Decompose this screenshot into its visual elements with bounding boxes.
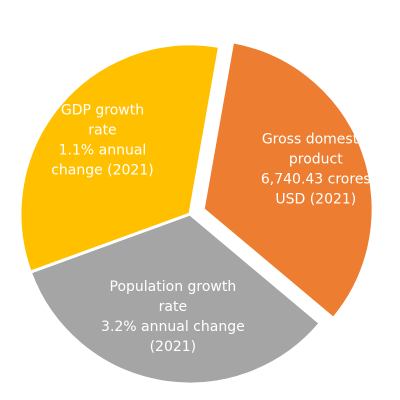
pie-slice-label-line: product: [289, 151, 343, 167]
pie-slice-label-line: rate: [159, 299, 187, 315]
pie-slice-label-line: 3.2% annual change: [101, 319, 245, 335]
pie-slice-gdp-growth-rate: [18, 42, 222, 275]
pie-slice-label-line: GDP growth: [61, 103, 144, 119]
pie-slice-label-line: change (2021): [51, 163, 154, 179]
pie-slice-population-growth-rate: [28, 212, 323, 386]
pie-slice-label-line: (2021): [150, 339, 197, 355]
pie-slice-label-line: 6,740.43 crores: [261, 171, 371, 187]
pie-slice-label-line: rate: [88, 123, 116, 139]
pie-slice-label-line: Gross domestic: [262, 131, 370, 147]
pie-slice-gross-domestic-product: [201, 40, 375, 321]
pie-slice-label-line: USD (2021): [275, 191, 356, 207]
pie-labels: Gross domestic product 6,740.43 crores USD …: [51, 103, 371, 355]
pie-slice-label-line: 1.1% annual: [59, 143, 147, 159]
pie-slices: [18, 40, 375, 386]
pie-slice-label-line: Population growth: [110, 279, 237, 295]
